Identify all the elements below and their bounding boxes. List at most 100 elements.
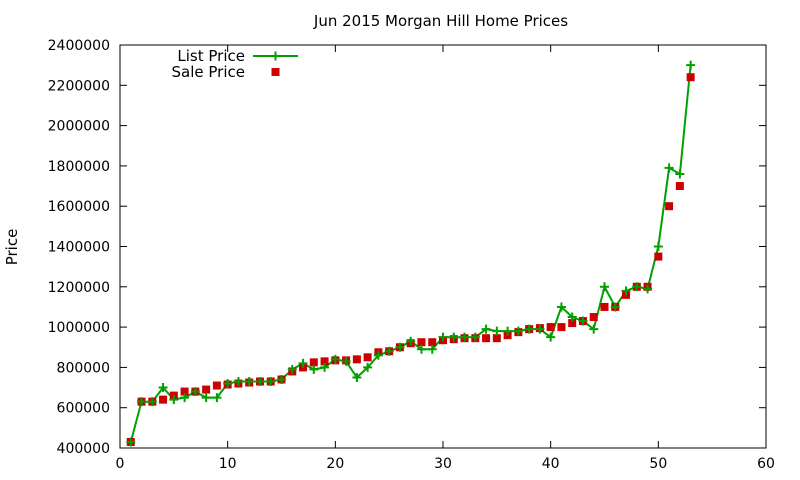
chart-marks [126, 60, 696, 447]
x-tick-label: 40 [542, 456, 560, 472]
list-price-point [266, 377, 276, 387]
list-price-point [298, 358, 308, 368]
y-tick-label: 1400000 [48, 240, 110, 256]
sale-price-point [320, 357, 329, 366]
sale-price-point [482, 334, 491, 343]
list-price-point [492, 326, 502, 336]
list-price-point [503, 326, 513, 336]
y-tick-label: 2200000 [48, 78, 110, 94]
list-price-point [621, 286, 631, 296]
y-tick-label: 400000 [57, 441, 110, 457]
legend-label-sale-price: Sale Price [172, 63, 245, 81]
list-price-point [416, 344, 426, 354]
sale-price-point [212, 381, 221, 390]
sale-price-point [363, 353, 372, 362]
list-price-point [427, 344, 437, 354]
sale-price-point [589, 313, 598, 322]
sale-price-point [654, 252, 663, 261]
list-price-point [524, 324, 534, 334]
list-price-point [556, 302, 566, 312]
y-tick-label: 1200000 [48, 280, 110, 296]
list-price-point [600, 282, 609, 292]
sale-price-point [352, 355, 361, 364]
x-tick-label: 0 [116, 456, 125, 472]
sale-price-point [417, 338, 426, 347]
list-price-point [158, 383, 168, 393]
list-price-point [384, 346, 394, 356]
list-price-point [664, 163, 674, 173]
list-price-point [589, 324, 599, 334]
axis-ticks: 400000 600000 800000 1000000 1200000 1400000 1… [48, 38, 775, 472]
x-tick-label: 50 [649, 456, 667, 472]
sale-price-point [309, 358, 318, 367]
sale-price-point [600, 302, 609, 311]
plot-frame [119, 44, 767, 449]
list-price-point [137, 397, 147, 407]
list-price-point [309, 364, 319, 374]
list-price-point [481, 324, 491, 334]
list-price-point [513, 326, 523, 336]
list-price-point [330, 354, 340, 364]
sale-price-point [180, 387, 189, 396]
x-tick-label: 20 [326, 456, 344, 472]
list-price-point [438, 332, 448, 342]
y-axis-label: Price [3, 229, 21, 266]
list-price-point [190, 387, 200, 397]
list-price-point [255, 377, 265, 387]
x-tick-label: 30 [434, 456, 452, 472]
sale-price-point [686, 73, 695, 82]
y-tick-label: 800000 [57, 360, 110, 376]
list-price-point [277, 374, 286, 384]
y-tick-label: 1600000 [48, 199, 110, 215]
list-price-point [546, 332, 556, 342]
legend-label-list-price: List Price [177, 47, 245, 65]
sale-price-point [159, 395, 168, 404]
y-tick-label: 2400000 [48, 38, 110, 54]
sale-price-point [568, 319, 577, 328]
list-price-point [395, 342, 405, 352]
list-price-point [632, 282, 642, 292]
list-price-point [535, 324, 545, 334]
sale-price-point [492, 334, 501, 343]
sale-price-point [665, 202, 674, 211]
sale-price-point [675, 182, 684, 191]
list-price-point [567, 312, 577, 322]
list-price-point [233, 377, 243, 387]
list-price-point [212, 393, 222, 403]
list-price-point [287, 364, 297, 374]
x-tick-label: 60 [757, 456, 775, 472]
list-price-point [180, 393, 190, 403]
list-price-point [126, 437, 136, 447]
sale-price-point [546, 323, 555, 332]
list-price-point [147, 397, 157, 407]
list-price-point [686, 60, 696, 70]
list-price-point [460, 332, 470, 342]
list-price-point [449, 332, 459, 342]
y-tick-label: 1000000 [48, 320, 110, 336]
list-price-point [201, 393, 211, 403]
list-price-point [675, 169, 685, 179]
x-tick-label: 10 [219, 456, 237, 472]
list-price-point [223, 379, 233, 389]
list-price-point [363, 362, 373, 372]
list-price-point [653, 242, 663, 251]
sale-price-point [428, 338, 437, 347]
list-price-point [320, 362, 330, 372]
list-price-point [643, 284, 653, 294]
legend-marker-list-price [271, 51, 280, 61]
list-price-point [610, 302, 620, 312]
y-tick-label: 2000000 [48, 119, 110, 135]
list-price-point [341, 356, 351, 366]
y-tick-label: 600000 [57, 401, 110, 417]
list-price-point [406, 336, 416, 346]
list-price-point [470, 332, 480, 342]
sale-price-point [202, 385, 211, 394]
list-price-point [244, 377, 254, 387]
list-price-point [169, 395, 179, 405]
sale-price-point [557, 323, 566, 332]
y-tick-label: 1800000 [48, 159, 110, 175]
list-price-point [352, 372, 362, 382]
list-price-point [373, 350, 383, 360]
